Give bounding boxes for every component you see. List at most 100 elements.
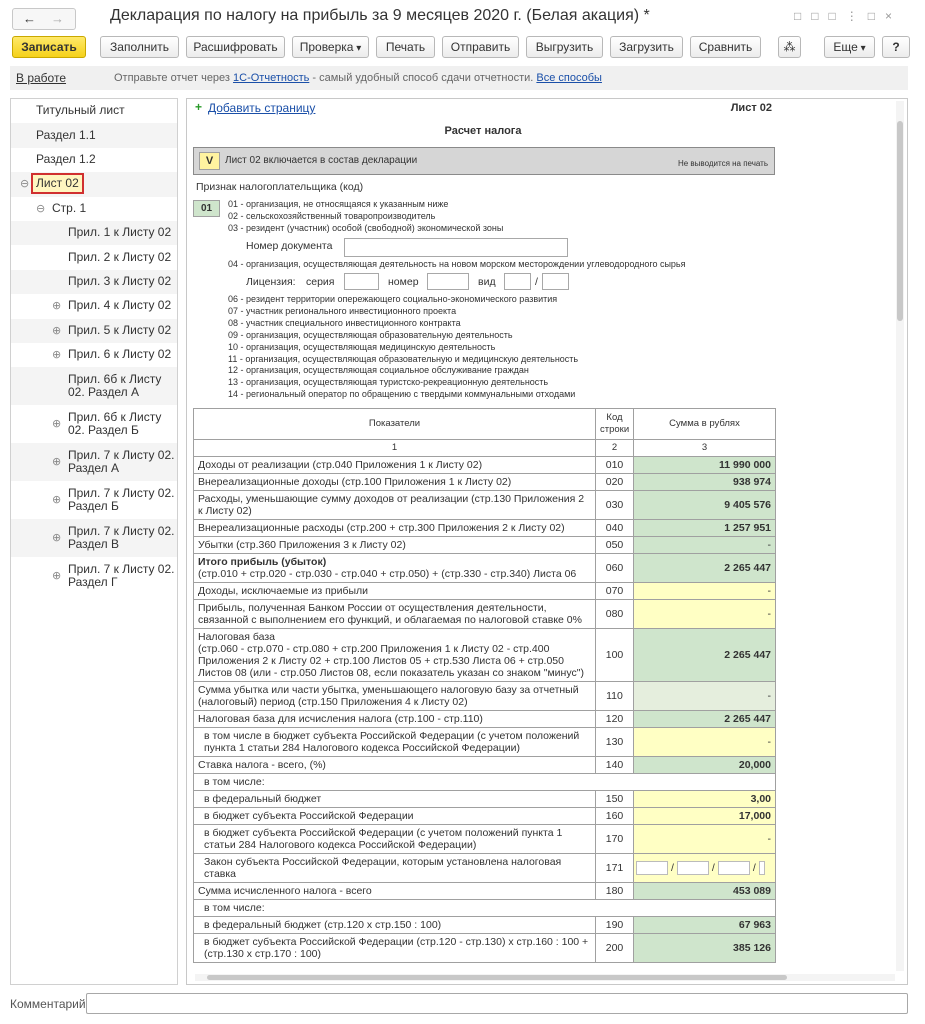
tree-label[interactable]: Прил. 6б к Листу 02. Раздел А (68, 372, 162, 400)
send-button[interactable]: Отправить (442, 36, 519, 58)
row-value[interactable]: - (633, 727, 776, 757)
decode-button[interactable]: Расшифровать (186, 36, 285, 58)
row-value[interactable]: 11 990 000 (633, 456, 776, 474)
license-kind-input-2[interactable] (542, 273, 569, 290)
row-title: Итого прибыль (убыток) (198, 556, 327, 568)
check-button[interactable]: Проверка (292, 36, 369, 58)
tree-row[interactable]: Раздел 1.2 (11, 148, 177, 172)
row-value[interactable]: - (633, 582, 776, 600)
row-value[interactable]: 453 089 (633, 882, 776, 900)
tree-label[interactable]: Прил. 2 к Листу 02 (68, 249, 172, 264)
tree-expander[interactable]: ⊕ (52, 324, 62, 337)
add-page-plus[interactable]: + (195, 100, 203, 114)
tree-row[interactable]: ⊖ Лист 02 (11, 172, 177, 197)
h-scroll-thumb[interactable] (207, 975, 787, 980)
back-button[interactable]: ← (23, 11, 36, 26)
tree-row[interactable]: ⊕ Прил. 7 к Листу 02. Раздел А (11, 443, 177, 482)
tree-row[interactable]: Раздел 1.1 (11, 123, 177, 148)
import-button[interactable]: Загрузить (610, 36, 683, 58)
input-box[interactable] (758, 861, 765, 875)
row-value[interactable]: - (633, 681, 776, 711)
input-box[interactable] (717, 861, 750, 875)
tree-label[interactable]: Прил. 3 к Листу 02 (68, 273, 172, 288)
add-page-link[interactable]: Добавить страницу (208, 101, 316, 115)
row-value[interactable]: 20,000 (633, 756, 776, 774)
tree-label[interactable]: Прил. 6б к Листу 02. Раздел Б (68, 410, 162, 438)
tree-label[interactable]: Прил. 1 к Листу 02 (68, 225, 172, 240)
include-checkbox[interactable]: V (199, 152, 220, 170)
v-scroll-thumb[interactable] (897, 121, 903, 321)
tree-row[interactable]: ⊕ Прил. 6 к Листу 02 (11, 343, 177, 367)
export-button[interactable]: Выгрузить (526, 36, 603, 58)
save-button[interactable]: Записать (12, 36, 86, 58)
tree-expander[interactable]: ⊕ (52, 456, 62, 469)
row-value[interactable]: 385 126 (633, 933, 776, 963)
row-value-cell[interactable]: / / / (633, 853, 776, 883)
tree-label[interactable]: Прил. 7 к Листу 02. Раздел А (68, 448, 175, 476)
doc-number-input[interactable] (344, 238, 568, 257)
row-value[interactable]: 67 963 (633, 916, 776, 934)
tree-label[interactable]: Прил. 4 к Листу 02 (68, 298, 172, 313)
tree-expander[interactable]: ⊕ (52, 494, 62, 507)
license-series-input[interactable] (344, 273, 379, 290)
license-number-input[interactable] (427, 273, 469, 290)
tree-row[interactable]: ⊕ Прил. 7 к Листу 02. Раздел В (11, 519, 177, 558)
tree-row[interactable]: ⊕ Прил. 4 к Листу 02 (11, 294, 177, 318)
more-button[interactable]: Еще (824, 36, 875, 58)
service-link[interactable]: 1С-Отчетность (233, 72, 310, 84)
tree-row[interactable]: Прил. 2 к Листу 02 (11, 245, 177, 269)
row-value[interactable]: 17,000 (633, 807, 776, 825)
tree-expander[interactable]: ⊕ (52, 570, 62, 583)
row-value[interactable]: 2 265 447 (633, 710, 776, 728)
attach-button[interactable]: ⁂ (778, 36, 801, 58)
tree-row[interactable]: ⊕ Прил. 7 к Листу 02. Раздел Г (11, 557, 177, 595)
tree-label[interactable]: Стр. 1 (52, 200, 87, 215)
tree-row[interactable]: ⊕ Прил. 5 к Листу 02 (11, 318, 177, 343)
tree-row[interactable]: Прил. 3 к Листу 02 (11, 269, 177, 295)
tree-expander[interactable]: ⊕ (52, 532, 62, 545)
fill-button[interactable]: Заполнить (100, 36, 179, 58)
tree-row[interactable]: ⊕ Прил. 6б к Листу 02. Раздел Б (11, 405, 177, 443)
tree-row[interactable]: Титульный лист (11, 99, 177, 123)
tree-expander[interactable]: ⊕ (52, 349, 62, 362)
row-value[interactable]: 2 265 447 (633, 553, 776, 583)
tree-label[interactable]: Титульный лист (36, 103, 125, 118)
tree-expander[interactable]: ⊖ (20, 178, 30, 191)
tree-label[interactable]: Прил. 7 к Листу 02. Раздел Г (68, 562, 175, 590)
forward-button[interactable]: → (51, 11, 64, 26)
tree-row[interactable]: Прил. 6б к Листу 02. Раздел А (11, 367, 177, 406)
row-value[interactable]: 9 405 576 (633, 490, 776, 520)
tree-row[interactable]: Прил. 1 к Листу 02 (11, 221, 177, 246)
status-link[interactable]: В работе (16, 71, 67, 85)
row-value[interactable]: 2 265 447 (633, 628, 776, 682)
tree-label[interactable]: Прил. 6 к Листу 02 (68, 347, 172, 362)
tree-label[interactable]: Лист 02 (31, 173, 84, 195)
row-value[interactable]: 938 974 (633, 473, 776, 491)
row-value[interactable]: - (633, 599, 776, 629)
print-button[interactable]: Печать (376, 36, 435, 58)
row-value[interactable]: 3,00 (633, 790, 776, 808)
tree-row[interactable]: ⊖ Стр. 1 (11, 197, 177, 221)
tree-label[interactable]: Раздел 1.2 (36, 151, 96, 166)
row-value[interactable]: 1 257 951 (633, 519, 776, 537)
help-button[interactable]: ? (882, 36, 910, 58)
input-box[interactable] (636, 861, 668, 875)
code-line: 10 - организация, осуществляющая медицин… (228, 341, 496, 352)
row-value[interactable]: - (633, 536, 776, 554)
input-box[interactable] (676, 861, 709, 875)
tree-label[interactable]: Раздел 1.1 (36, 127, 96, 142)
taxpayer-code[interactable]: 01 (193, 200, 220, 217)
compare-button[interactable]: Сравнить (690, 36, 761, 58)
tree-row[interactable]: ⊕ Прил. 7 к Листу 02. Раздел Б (11, 481, 177, 519)
tree-label[interactable]: Прил. 5 к Листу 02 (68, 322, 172, 337)
row-value[interactable]: - (633, 824, 776, 854)
tree-expander[interactable]: ⊖ (36, 202, 46, 215)
tree-expander[interactable]: ⊕ (52, 300, 62, 313)
tree-label[interactable]: Прил. 7 к Листу 02. Раздел В (68, 524, 175, 552)
tree-label[interactable]: Прил. 7 к Листу 02. Раздел Б (68, 486, 175, 514)
tree-expander[interactable]: ⊕ (52, 418, 62, 431)
all-ways-link[interactable]: Все способы (536, 72, 602, 84)
comment-input[interactable] (86, 993, 908, 1014)
license-kind-input[interactable] (504, 273, 531, 290)
window-icons[interactable]: □□□⋮□× (794, 9, 902, 23)
